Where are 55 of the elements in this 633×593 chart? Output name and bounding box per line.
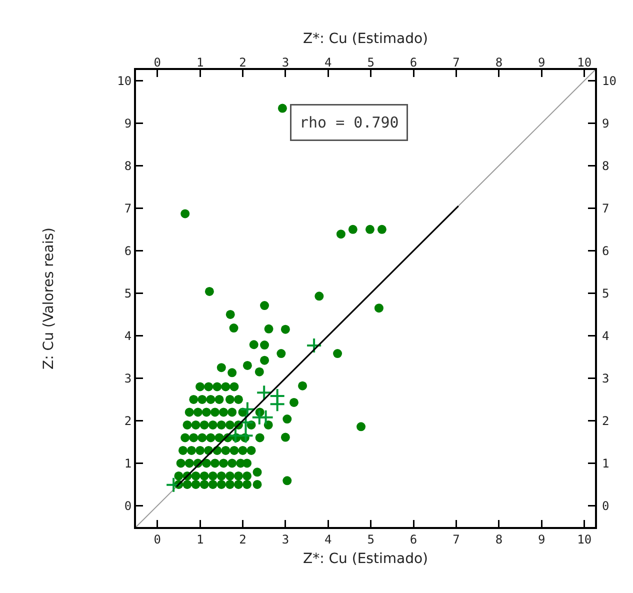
x-tick-label: 0 <box>154 56 161 70</box>
y-tick-label: 7 <box>124 201 132 216</box>
point <box>166 476 182 493</box>
y-tick-label: 3 <box>124 371 132 386</box>
x-tick-label: 8 <box>495 56 503 70</box>
x2-tick-label: 9 <box>538 532 546 546</box>
y2-tick-label: 6 <box>602 244 610 258</box>
point <box>238 414 254 430</box>
x-tick-label: 2 <box>239 56 246 70</box>
x2-axis-title: Z*: Cu (Estimado) <box>303 31 428 48</box>
point <box>269 396 286 412</box>
point <box>256 384 272 401</box>
point <box>239 401 256 418</box>
x2-tick-label: 5 <box>367 532 374 546</box>
x-tick-label: 5 <box>367 56 374 70</box>
y-tick-label: 9 <box>124 116 132 130</box>
y2-tick-label: 1 <box>602 456 610 470</box>
y-axis-title: Z: Cu (Valores reais) <box>41 228 58 370</box>
x-tick-label: 10 <box>577 56 592 70</box>
y2-tick-label: 10 <box>602 74 616 88</box>
x2-tick-label: 1 <box>196 532 204 546</box>
x-tick-label: 1 <box>196 56 204 70</box>
y-tick-label: 6 <box>124 244 132 258</box>
y-tick-label: 8 <box>124 158 132 173</box>
x-tick-label: 3 <box>282 56 290 70</box>
x2-tick-label: 0 <box>154 532 161 546</box>
y2-tick-label: 8 <box>602 158 610 173</box>
y2-tick-label: 0 <box>602 498 610 513</box>
y2-tick-label: 3 <box>602 371 610 386</box>
y2-tick-label: 5 <box>602 286 610 300</box>
x2-tick-label: 8 <box>495 532 503 546</box>
y-tick-label: 4 <box>124 328 132 343</box>
x-tick-label: 4 <box>324 56 332 70</box>
x-tick-label: 6 <box>410 56 418 70</box>
x2-tick-label: 4 <box>324 532 332 546</box>
y2-tick-label: 2 <box>602 414 610 428</box>
x2-tick-label: 3 <box>282 532 290 546</box>
y2-tick-label: 9 <box>602 116 610 130</box>
y-tick-label: 5 <box>124 286 132 300</box>
x-tick-label: 7 <box>452 56 460 70</box>
annotation: rho = 0.790 <box>300 114 399 132</box>
point <box>227 428 244 444</box>
x2-tick-label: 10 <box>577 532 592 546</box>
point <box>306 337 322 354</box>
x-axis-title: Z*: Cu (Estimado) <box>303 551 428 568</box>
y-tick-label: 1 <box>124 456 132 470</box>
x2-tick-label: 6 <box>410 532 418 546</box>
y2-tick-label: 4 <box>602 328 610 343</box>
x2-tick-label: 7 <box>452 532 460 546</box>
x2-tick-label: 2 <box>239 532 246 546</box>
x-tick-label: 9 <box>538 56 546 70</box>
y-tick-label: 10 <box>117 74 132 88</box>
y2-tick-label: 7 <box>602 201 610 216</box>
y-tick-label: 2 <box>124 414 132 428</box>
y-tick-label: 0 <box>124 498 132 513</box>
